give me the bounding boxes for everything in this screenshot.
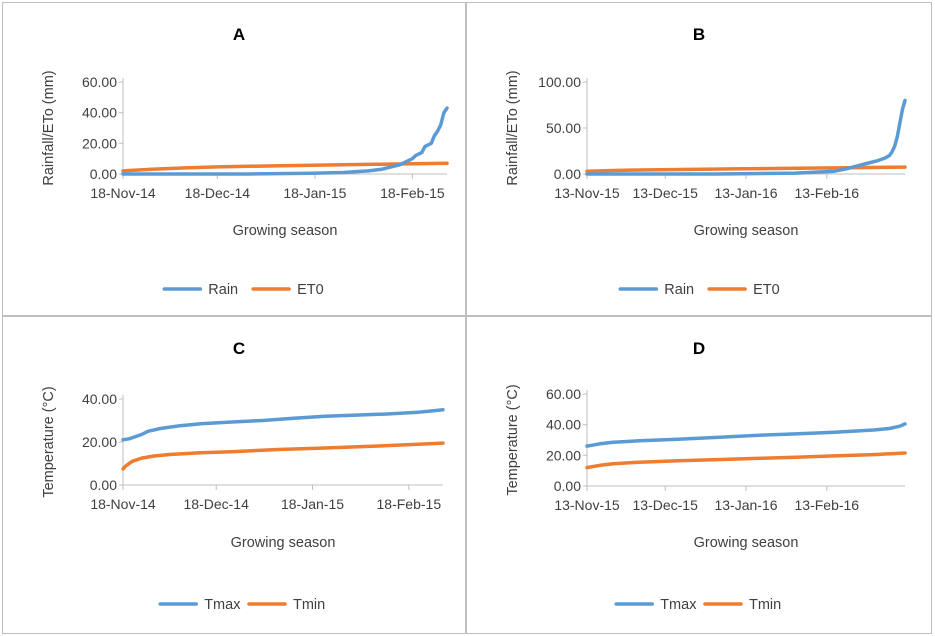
chart-c: C 0.00 20.00 40.00 18-Nov-14 18-Dec-14 18-Jan-… xyxy=(41,339,445,613)
y-axis-title: Rainfall/ETo (mm) xyxy=(505,70,521,185)
legend-label-tmax: Tmax xyxy=(204,597,241,613)
y-axis-title: Temperature (°C) xyxy=(505,384,521,495)
legend-label-rain: Rain xyxy=(664,282,694,298)
y-tick-label: 0.00 xyxy=(554,478,581,494)
x-tick-label: 18-Nov-14 xyxy=(90,496,156,512)
legend-label-tmin: Tmin xyxy=(293,597,325,613)
chart-title: A xyxy=(233,25,245,44)
series-line-tmax xyxy=(585,422,907,448)
x-tick-label: 13-Dec-15 xyxy=(633,185,699,201)
y-tick-label: 20.00 xyxy=(82,434,117,450)
panel-b: B 0.00 50.00 100.00 13-Nov-15 13-Dec-15 13-Jan… xyxy=(466,2,932,316)
x-tick-label: 18-Feb-15 xyxy=(377,496,442,512)
y-tick-label: 20.00 xyxy=(546,447,581,463)
y-tick-label: 50.00 xyxy=(546,120,581,136)
x-tick-label: 13-Nov-15 xyxy=(554,497,620,513)
panel-c: C 0.00 20.00 40.00 18-Nov-14 18-Dec-14 18-Jan-… xyxy=(2,316,466,634)
series-line-tmax xyxy=(121,408,445,442)
series-line-tmin xyxy=(121,441,445,471)
x-tick-label: 13-Feb-16 xyxy=(795,185,860,201)
legend-label-rain: Rain xyxy=(208,282,238,298)
y-tick-label: 0.00 xyxy=(554,166,581,182)
legend-label-et0: ET0 xyxy=(297,282,324,298)
chart-title: C xyxy=(233,339,245,358)
legend-label-tmin: Tmin xyxy=(749,597,781,613)
y-tick-label: 40.00 xyxy=(546,417,581,433)
series-line-tmin xyxy=(585,451,907,470)
chart-d: D 0.00 20.00 40.00 60.00 13-Nov-15 13-Dec-15 13… xyxy=(505,339,907,613)
panel-a: A 0.00 20.00 40.00 60.00 18-Nov-14 18-Dec-14 18… xyxy=(2,2,466,316)
y-tick-label: 20.00 xyxy=(82,135,117,151)
x-tick-label: 13-Dec-15 xyxy=(633,497,699,513)
y-tick-label: 40.00 xyxy=(82,391,117,407)
y-tick-label: 60.00 xyxy=(546,386,581,402)
legend-label-et0: ET0 xyxy=(753,282,780,298)
x-tick-label: 18-Feb-15 xyxy=(380,185,445,201)
x-tick-label: 13-Jan-16 xyxy=(714,497,777,513)
series-line-et0 xyxy=(121,161,449,173)
series-line-rain xyxy=(121,106,449,176)
series-line-et0 xyxy=(585,165,907,173)
x-axis-title: Growing season xyxy=(233,223,338,239)
y-tick-label: 40.00 xyxy=(82,105,117,121)
x-tick-label: 18-Dec-14 xyxy=(185,185,251,201)
chart-b: B 0.00 50.00 100.00 13-Nov-15 13-Dec-15 13-Jan… xyxy=(505,25,907,298)
y-tick-label: 0.00 xyxy=(90,166,117,182)
x-tick-label: 13-Nov-15 xyxy=(554,185,620,201)
y-tick-label: 100.00 xyxy=(538,74,581,90)
x-tick-label: 13-Jan-16 xyxy=(714,185,777,201)
series-line-rain xyxy=(585,98,907,176)
x-axis-title: Growing season xyxy=(694,223,799,239)
y-axis-title: Rainfall/ETo (mm) xyxy=(41,70,57,185)
chart-title: D xyxy=(693,339,705,358)
x-axis-title: Growing season xyxy=(231,535,336,551)
chart-a: A 0.00 20.00 40.00 60.00 18-Nov-14 18-Dec-14 18… xyxy=(41,25,449,298)
x-tick-label: 13-Feb-16 xyxy=(795,497,860,513)
legend-label-tmax: Tmax xyxy=(660,597,697,613)
y-axis-title: Temperature (°C) xyxy=(41,386,57,497)
x-tick-label: 18-Jan-15 xyxy=(283,185,346,201)
panel-d: D 0.00 20.00 40.00 60.00 13-Nov-15 13-Dec-15 13… xyxy=(466,316,932,634)
x-tick-label: 18-Nov-14 xyxy=(90,185,156,201)
x-axis-title: Growing season xyxy=(694,535,799,551)
x-tick-label: 18-Dec-14 xyxy=(184,496,250,512)
y-tick-label: 0.00 xyxy=(90,477,117,493)
x-tick-label: 18-Jan-15 xyxy=(281,496,344,512)
chart-title: B xyxy=(693,25,705,44)
y-tick-label: 60.00 xyxy=(82,74,117,90)
